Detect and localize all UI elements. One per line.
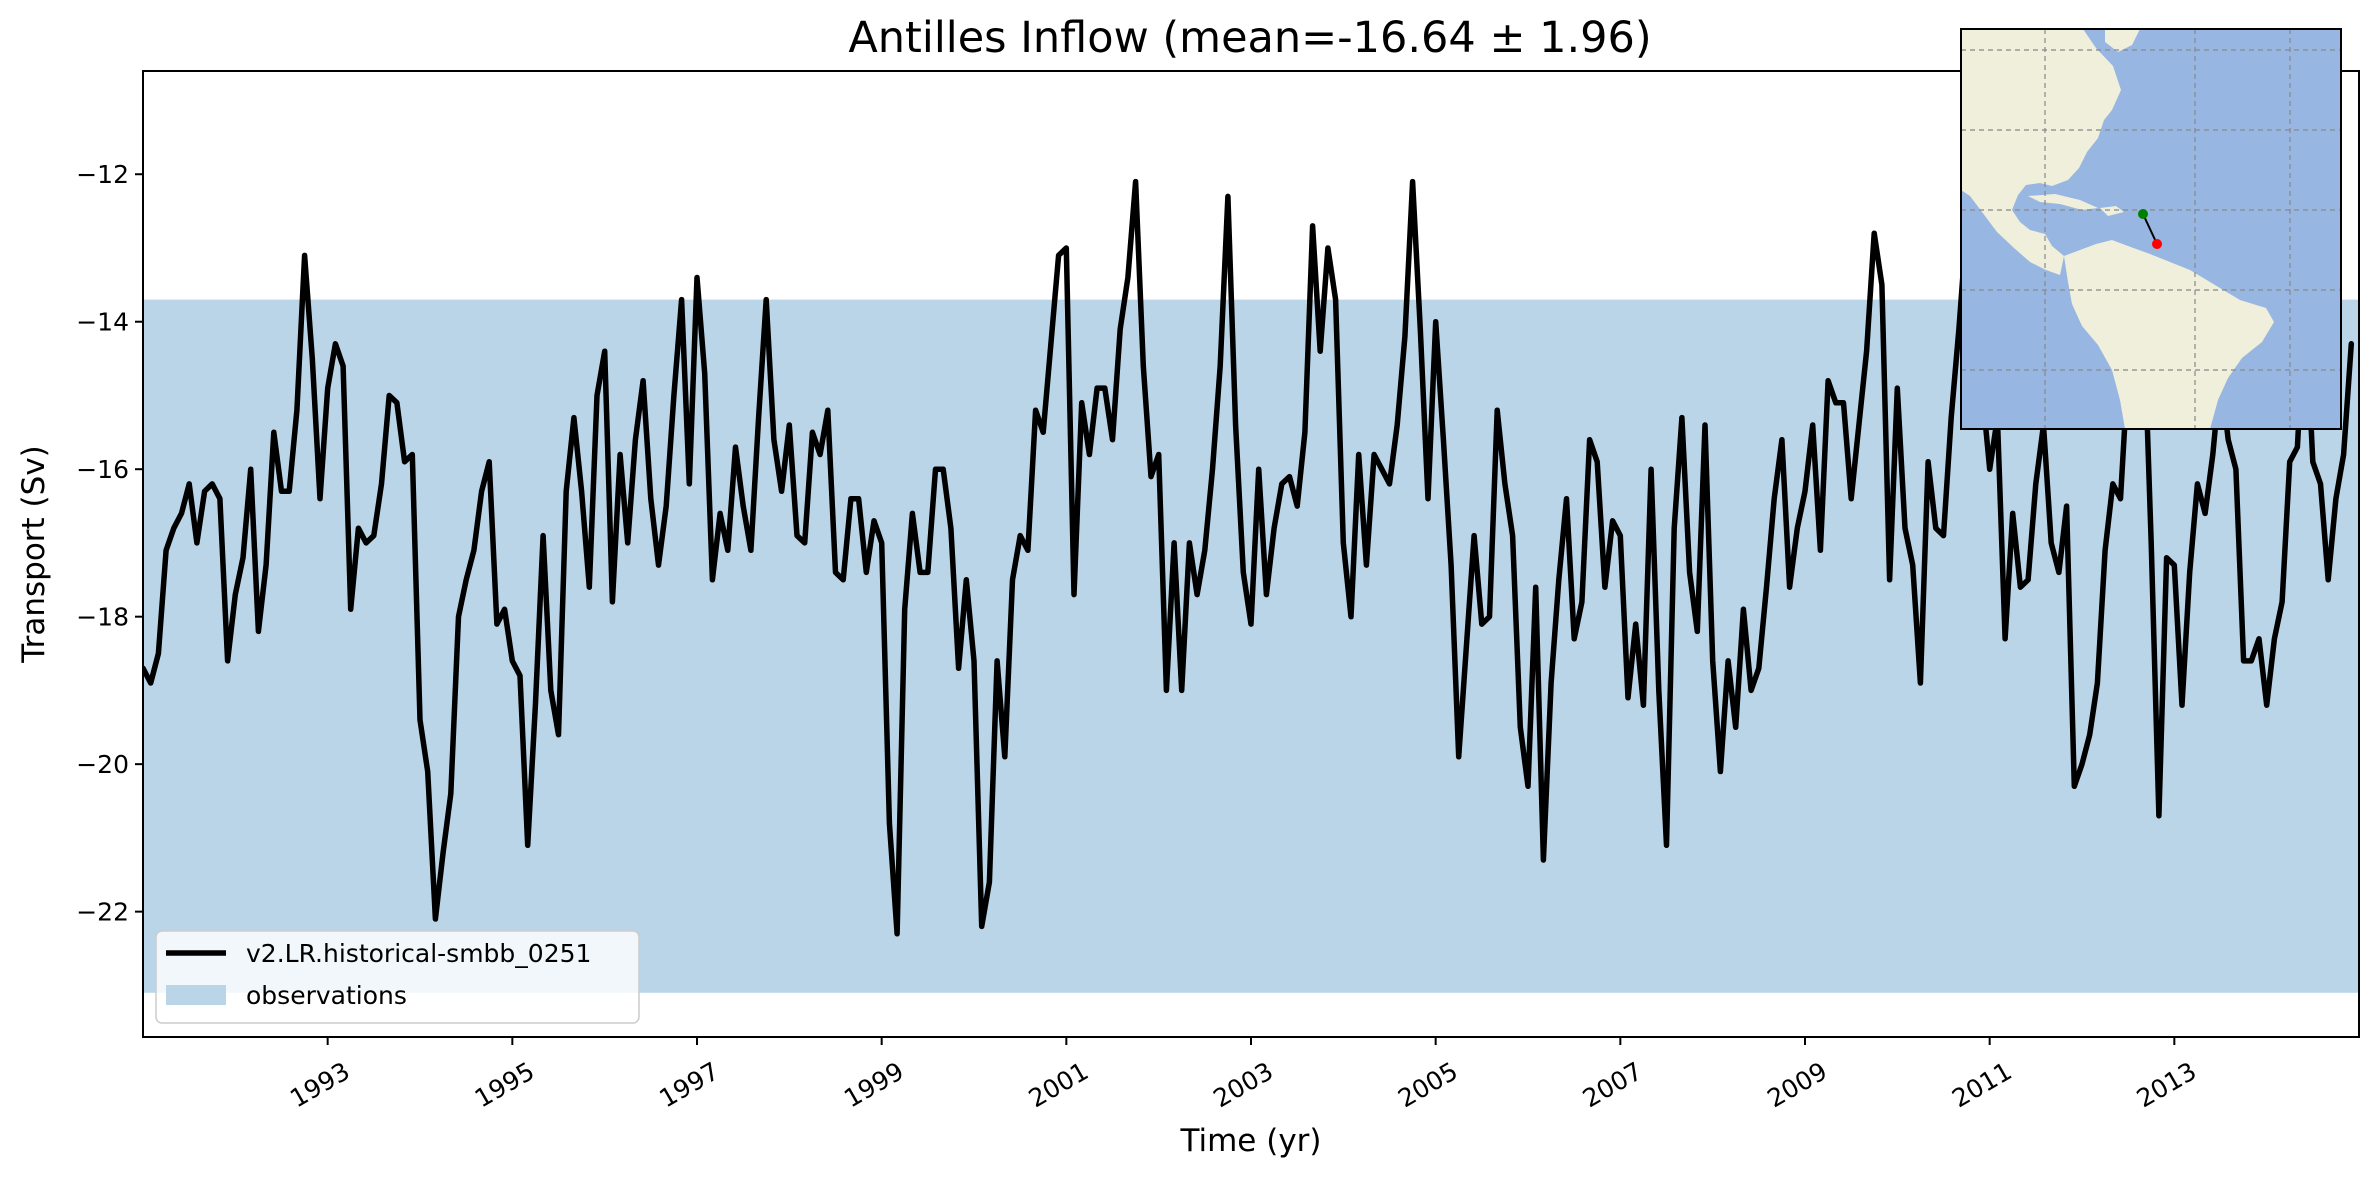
- map-gridlines: [1961, 29, 2341, 429]
- map-frame: [1960, 28, 2342, 430]
- x-tick-label: 2005: [1393, 1056, 1463, 1113]
- inset-map: [1960, 28, 2342, 430]
- y-tick-label: −18: [76, 603, 129, 632]
- legend-entry-observations: observations: [246, 981, 407, 1010]
- map-land-arctic: [2105, 29, 2140, 52]
- x-axis-ticks: 1993 1995 1997 1999 2001 2003 2005 2007 2009 2011…: [285, 1037, 2201, 1113]
- y-tick-label: −12: [76, 160, 129, 189]
- x-tick-label: 1999: [839, 1056, 909, 1113]
- x-tick-label: 2013: [2132, 1056, 2202, 1113]
- map-land-south-america: [2064, 240, 2274, 429]
- x-tick-label: 2001: [1024, 1056, 1094, 1113]
- x-tick-label: 2003: [1208, 1056, 1278, 1113]
- x-tick-label: 1993: [285, 1056, 355, 1113]
- map-section-line: [2142, 213, 2158, 245]
- legend: v2.LR.historical-smbb_0251 observations: [155, 930, 640, 1024]
- x-axis-label: Time (yr): [1180, 1123, 1322, 1159]
- legend-band-swatch: [166, 985, 226, 1005]
- x-tick-label: 2009: [1762, 1056, 1832, 1113]
- map-land-hispaniola: [2100, 206, 2124, 216]
- map-land-north-america: [1961, 29, 2121, 275]
- x-tick-label: 2007: [1578, 1056, 1648, 1113]
- legend-entry-series: v2.LR.historical-smbb_0251: [246, 939, 591, 968]
- y-axis-label: Transport (Sv): [16, 445, 52, 664]
- map-section-end-marker: [2152, 239, 2162, 249]
- y-tick-label: −20: [76, 750, 129, 779]
- y-axis-ticks: −12 −14 −16 −18 −20 −22: [76, 160, 143, 927]
- x-tick-label: 1997: [654, 1056, 724, 1113]
- legend-box: [155, 930, 640, 1024]
- x-tick-label: 1995: [470, 1056, 540, 1113]
- chart-title: Antilles Inflow (mean=-16.64 ± 1.96): [848, 13, 1651, 63]
- map-section-start-marker: [2138, 209, 2148, 219]
- y-tick-label: −16: [76, 455, 129, 484]
- y-tick-label: −14: [76, 308, 129, 337]
- y-tick-label: −22: [76, 898, 129, 927]
- x-tick-label: 2011: [1947, 1056, 2017, 1113]
- map-land-cuba: [2028, 194, 2098, 210]
